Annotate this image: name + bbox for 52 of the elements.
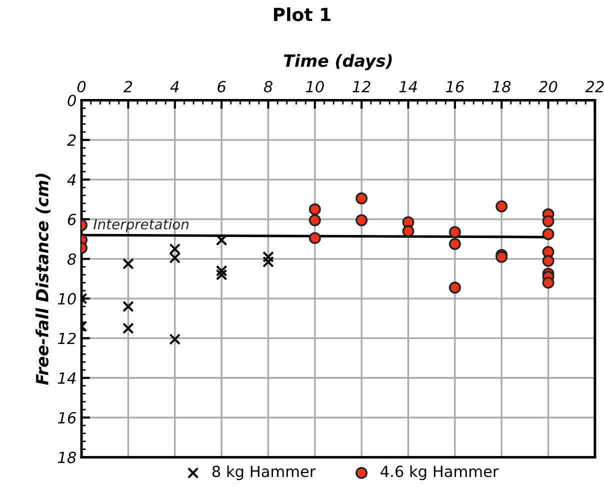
- point: [262, 256, 274, 268]
- point: [542, 254, 554, 267]
- y-tick-label: 10: [58, 293, 76, 305]
- point: [308, 232, 321, 244]
- y-tick-label: 4: [67, 174, 76, 186]
- point: [542, 228, 554, 240]
- point: [542, 276, 554, 289]
- point: [216, 269, 228, 280]
- y-tick-label: 2: [67, 134, 76, 146]
- legend-label: 8 kg Hammer: [212, 465, 316, 480]
- y-tick-label: 16: [58, 412, 76, 424]
- point: [542, 215, 554, 228]
- x-tick-label: 12: [352, 80, 370, 92]
- point: [169, 334, 181, 345]
- point: [122, 322, 134, 334]
- point: [496, 200, 508, 212]
- point: [402, 225, 414, 238]
- point: [356, 214, 368, 226]
- y-tick-label: 8: [67, 253, 76, 265]
- y-axis-title: Free-fall Distance (cm): [36, 174, 50, 385]
- point: [122, 258, 134, 270]
- x-tick-label: 8: [264, 80, 272, 92]
- x-tick-label: 2: [123, 80, 132, 92]
- point: [169, 252, 181, 264]
- y-tick-label: 18: [58, 452, 76, 464]
- point: [356, 192, 368, 204]
- point: [122, 300, 134, 312]
- x-tick-label: 18: [492, 80, 511, 92]
- y-tick-label: 0: [68, 94, 76, 106]
- x-tick-label: 6: [218, 80, 226, 92]
- point: [308, 203, 321, 216]
- x-tick-label: 4: [170, 81, 179, 92]
- point: [262, 251, 274, 263]
- chart-title: Plot 1: [274, 7, 330, 22]
- point: [216, 265, 228, 276]
- series-label: Interpretation: [94, 218, 188, 232]
- point: [448, 282, 461, 294]
- x-tick-label: 0: [77, 80, 86, 92]
- x-tick-label: 22: [585, 80, 604, 92]
- point: [308, 214, 321, 226]
- x-tick-label: 14: [399, 81, 417, 92]
- x-tick-label: 16: [446, 80, 464, 92]
- y-tick-label: 6: [68, 214, 76, 226]
- legend-label: 4.6 kg Hammer: [380, 465, 499, 480]
- x-axis-title: Time (days): [284, 54, 392, 70]
- y-tick-label: 12: [58, 332, 76, 344]
- point: [448, 226, 461, 238]
- x-tick-label: 10: [306, 80, 324, 92]
- x-tick-label: 20: [538, 80, 558, 92]
- point: [448, 238, 461, 250]
- y-tick-label: 14: [58, 372, 76, 384]
- point: [169, 243, 181, 255]
